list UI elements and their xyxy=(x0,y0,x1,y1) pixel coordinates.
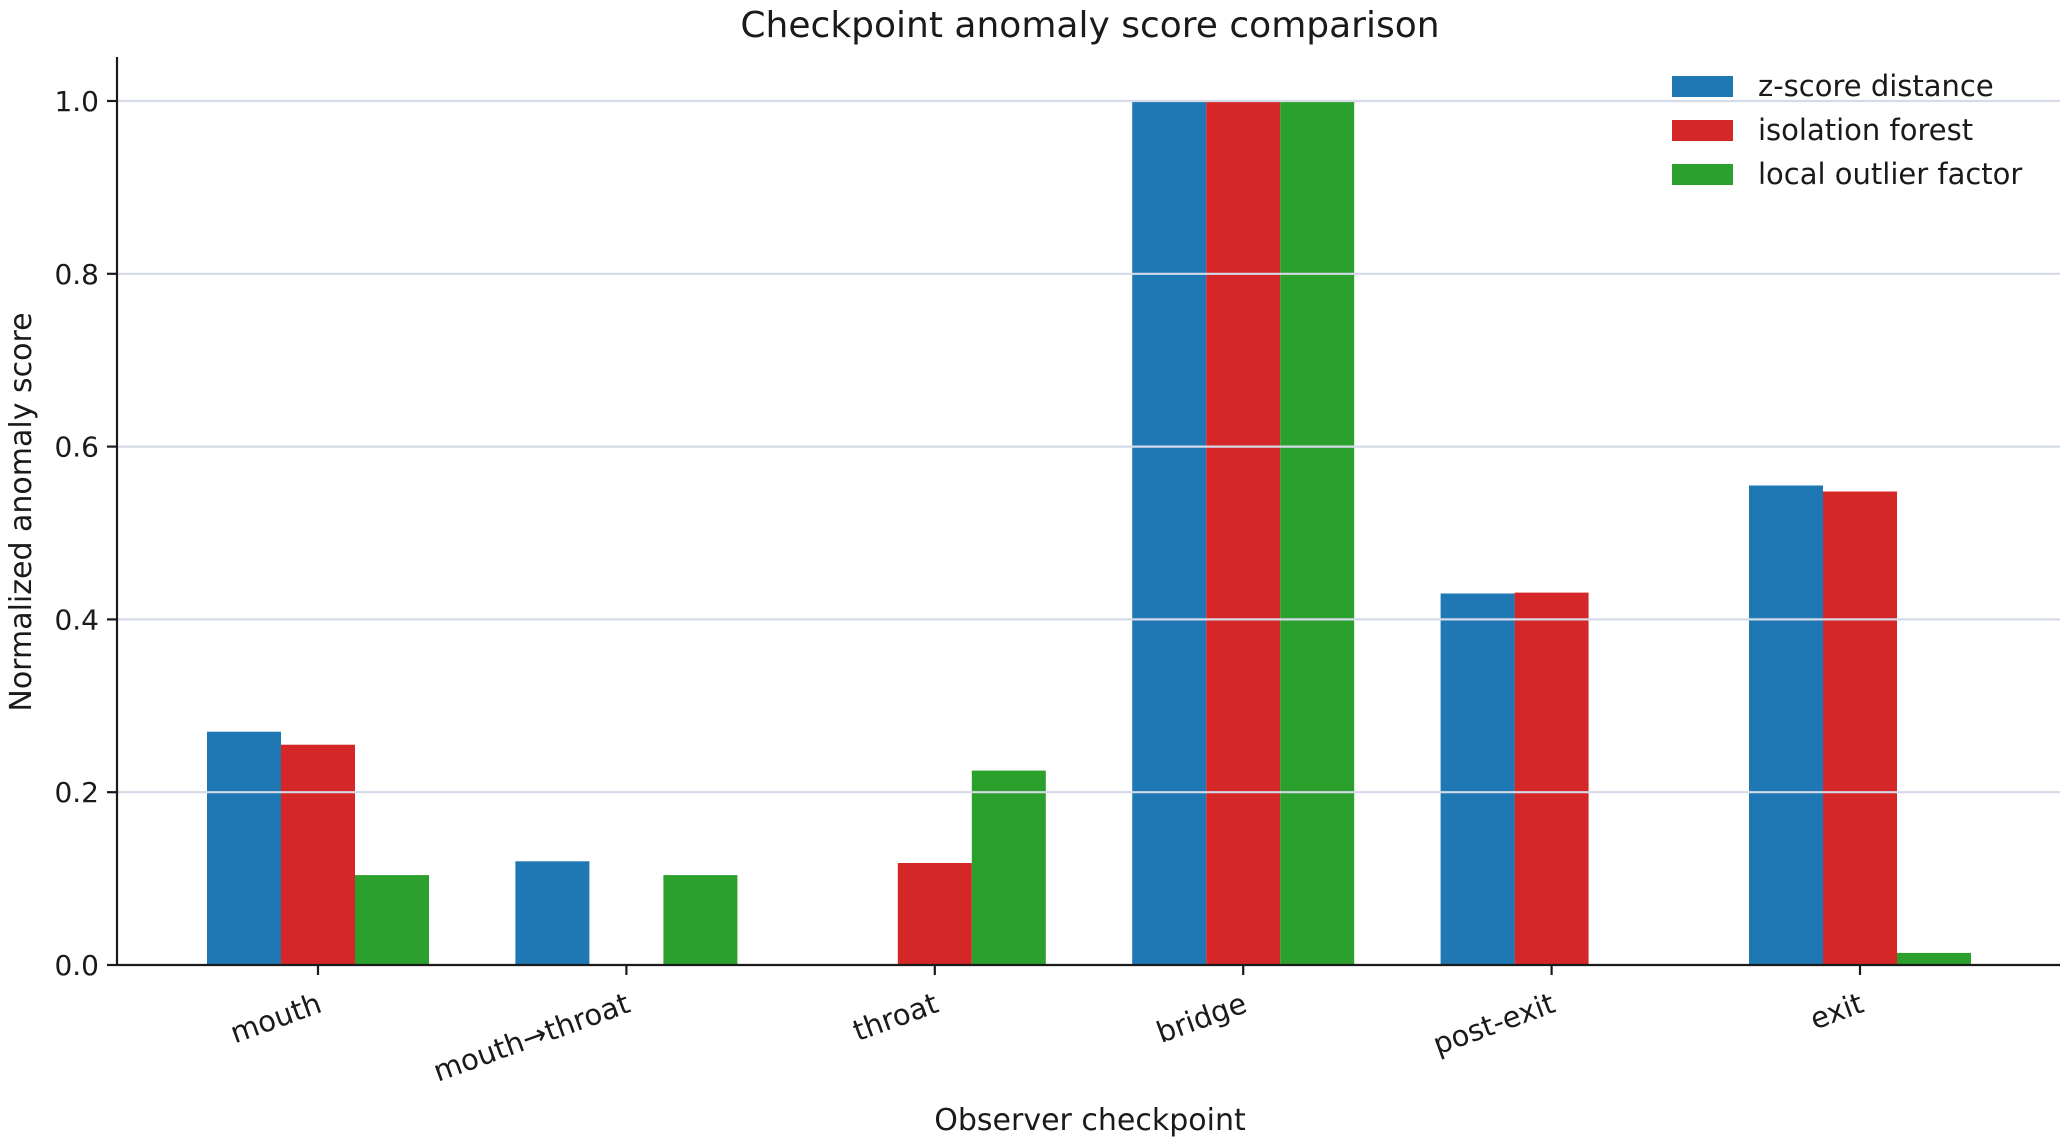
bar-z-score-distance-4 xyxy=(1440,593,1515,965)
bars xyxy=(207,101,1971,965)
x-axis-label: Observer checkpoint xyxy=(934,1103,1246,1138)
legend-label-1: isolation forest xyxy=(1758,113,1973,147)
legend-swatch-2 xyxy=(1672,164,1733,185)
bar-local-outlier-factor-2 xyxy=(971,770,1046,965)
bar-isolation-forest-5 xyxy=(1823,491,1897,965)
legend-label-0: z-score distance xyxy=(1758,69,1994,103)
y-tick-label-3: 0.6 xyxy=(54,431,99,464)
bar-local-outlier-factor-1 xyxy=(663,875,738,965)
y-tick-label-5: 1.0 xyxy=(54,85,99,118)
bar-z-score-distance-0 xyxy=(207,731,281,965)
bar-z-score-distance-1 xyxy=(515,861,590,965)
y-tick-label-0: 0.0 xyxy=(54,949,99,982)
bar-local-outlier-factor-0 xyxy=(355,875,429,965)
bar-isolation-forest-2 xyxy=(897,863,972,965)
x-tick-label-5: exit xyxy=(1805,986,1867,1036)
legend-label-2: local outlier factor xyxy=(1758,157,2022,191)
y-tick-label-2: 0.4 xyxy=(54,603,99,636)
bar-isolation-forest-3 xyxy=(1206,101,1281,965)
x-tick-label-4: post-exit xyxy=(1428,986,1559,1061)
x-tick-label-0: mouth xyxy=(226,986,326,1050)
bar-isolation-forest-0 xyxy=(281,744,355,965)
bar-local-outlier-factor-5 xyxy=(1897,952,1971,965)
legend-swatch-1 xyxy=(1672,120,1733,141)
chart-title: Checkpoint anomaly score comparison xyxy=(740,5,1439,46)
x-tick-label-1: mouth→throat xyxy=(429,986,635,1089)
bar-z-score-distance-5 xyxy=(1749,485,1823,965)
legend-swatch-0 xyxy=(1672,76,1733,97)
gridlines xyxy=(117,99,2060,794)
y-tick-label-4: 0.8 xyxy=(54,258,99,291)
bar-local-outlier-factor-3 xyxy=(1280,101,1355,965)
x-tick-label-2: throat xyxy=(848,986,942,1048)
legend: z-score distance isolation forest local ou… xyxy=(1672,69,2022,191)
y-axis-label: Normalized anomaly score xyxy=(4,312,39,711)
y-tick-label-1: 0.2 xyxy=(54,776,99,809)
bar-isolation-forest-4 xyxy=(1514,592,1589,965)
bar-z-score-distance-3 xyxy=(1132,101,1207,965)
x-tick-label-3: bridge xyxy=(1152,986,1251,1050)
